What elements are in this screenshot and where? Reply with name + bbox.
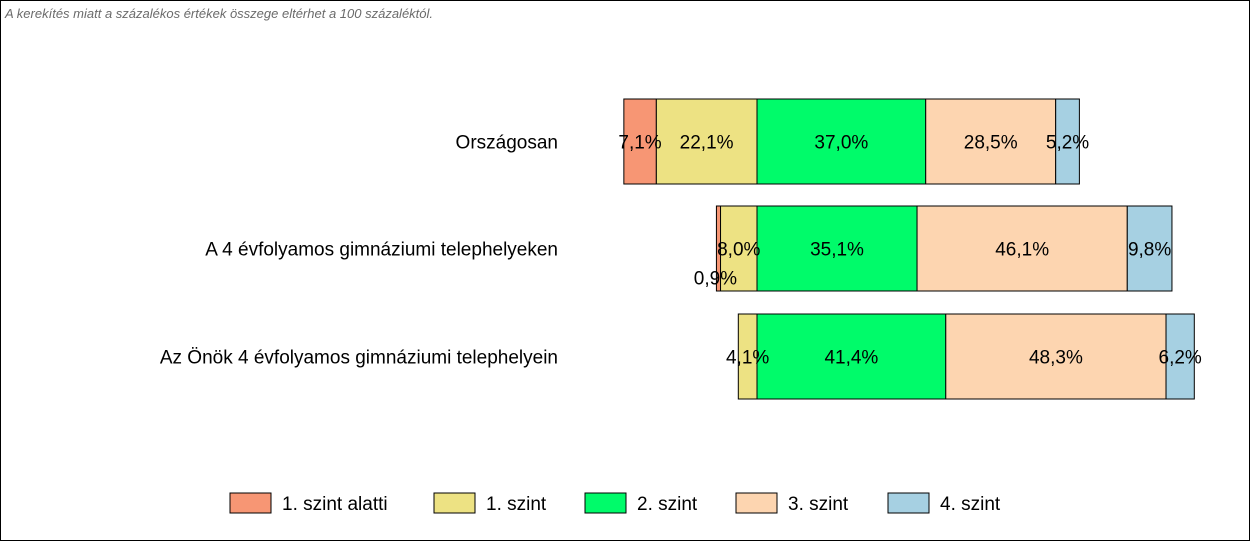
category-label: Országosan — [456, 133, 558, 154]
bar-segment — [715, 205, 722, 292]
rounding-note: A kerekítés miatt a százalékos értékek ö… — [5, 6, 434, 21]
value-label: 22,1% — [680, 133, 734, 154]
legend-label: 1. szint alatti — [282, 494, 388, 515]
value-label: 28,5% — [964, 133, 1018, 154]
legend-swatch — [229, 492, 272, 514]
category-labels-group: Országosan A 4 évfolyamos gimnáziumi tele… — [160, 133, 558, 369]
bar-segment — [925, 98, 1057, 185]
legend-label: 1. szint — [486, 494, 547, 515]
bar-segment — [720, 205, 758, 292]
legend-label: 3. szint — [788, 494, 849, 515]
value-label: 46,1% — [995, 240, 1049, 261]
bars-group — [623, 98, 1195, 400]
value-label: 35,1% — [810, 240, 864, 261]
legend-swatch — [584, 492, 627, 514]
legend-swatch — [735, 492, 778, 514]
bar-segment — [945, 313, 1167, 400]
value-label: 4,1% — [726, 348, 769, 369]
value-label: 7,1% — [618, 133, 661, 154]
bar-segment — [756, 205, 918, 292]
value-label: 41,4% — [824, 348, 878, 369]
value-label: 5,2% — [1046, 133, 1089, 154]
legend-label: 4. szint — [940, 494, 1001, 515]
legend-swatch — [887, 492, 930, 514]
bar-segment — [1165, 313, 1195, 400]
legend: 1. szint alatti 1. szint 2. szint 3. szint 4… — [229, 492, 1001, 515]
category-label: Az Önök 4 évfolyamos gimnáziumi telephel… — [160, 348, 558, 369]
value-label: 8,0% — [717, 240, 760, 261]
bar-segment — [756, 313, 947, 400]
value-label: 48,3% — [1029, 348, 1083, 369]
value-labels-group: 22,1% 7,1% 37,0% 28,5% 5,2% 8,0% 0,9% 35,1% 46,1… — [618, 133, 1202, 369]
value-label: 37,0% — [814, 133, 868, 154]
value-label: 9,8% — [1128, 240, 1171, 261]
bar-segment — [1055, 98, 1080, 185]
category-label: A 4 évfolyamos gimnáziumi telephelyeken — [205, 240, 558, 261]
bar-segment — [916, 205, 1128, 292]
legend-label: 2. szint — [637, 494, 698, 515]
bar-segment — [1126, 205, 1173, 292]
bar-segment — [623, 98, 657, 185]
value-label: 6,2% — [1159, 348, 1202, 369]
value-label: 0,9% — [694, 269, 737, 290]
legend-swatch — [433, 492, 476, 514]
